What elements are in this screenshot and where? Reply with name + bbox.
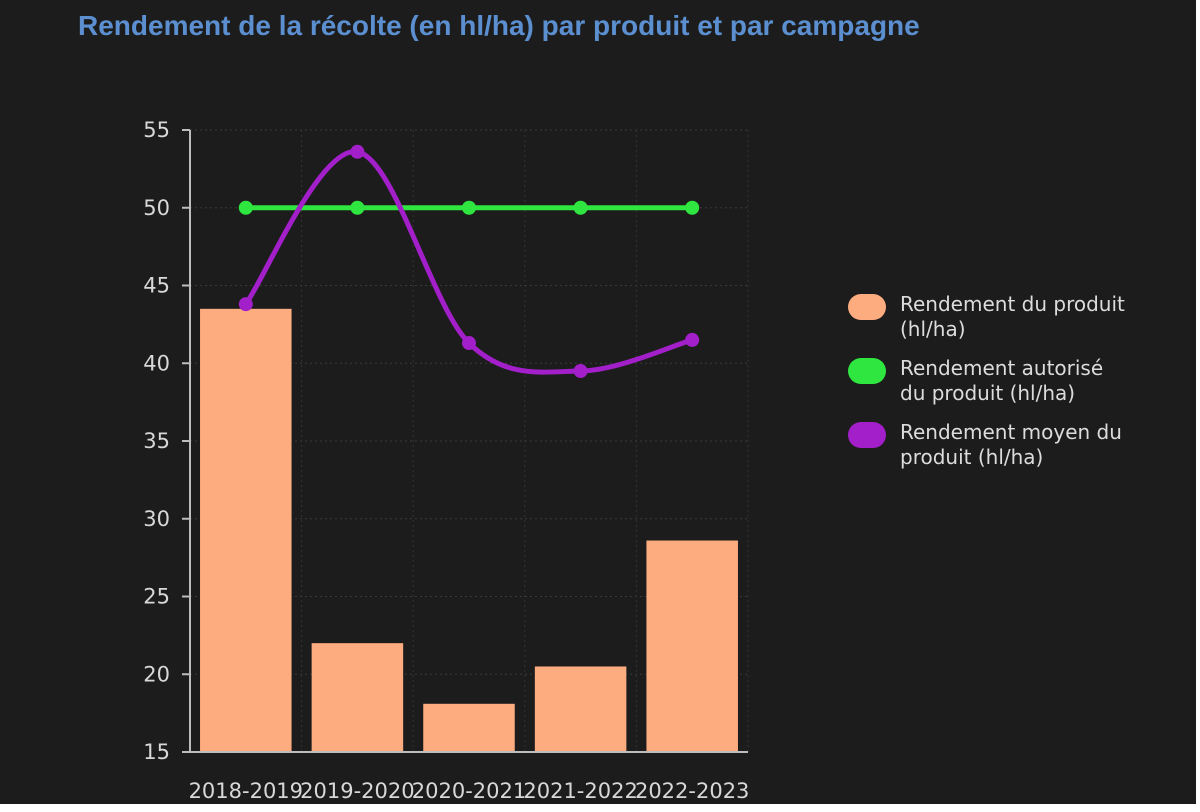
series-point [462, 200, 476, 215]
legend-label: Rendement moyen du produit (hl/ha) [900, 420, 1122, 469]
series-point [350, 200, 365, 215]
y-tick-label: 15 [143, 740, 170, 764]
series-point [350, 144, 365, 159]
x-tick-label: 2020-2021 [412, 779, 526, 803]
y-tick-label: 50 [143, 196, 170, 220]
bar-series [200, 308, 738, 752]
legend-label: Rendement autorisé du produit (hl/ha) [900, 356, 1104, 405]
series-point [462, 336, 476, 351]
series-point [685, 332, 700, 347]
x-tick-label: 2019-2020 [300, 779, 414, 803]
y-tick-label: 25 [143, 585, 170, 609]
y-tick-label: 20 [143, 662, 170, 686]
legend-marker [848, 358, 886, 384]
x-tick-label: 2022-2023 [635, 779, 749, 803]
legend-marker [848, 294, 886, 320]
chart-title: Rendement de la récolte (en hl/ha) par p… [78, 10, 920, 41]
bar [646, 540, 738, 752]
legend-label: Rendement du produit (hl/ha) [900, 292, 1125, 341]
x-tick-label: 2018-2019 [189, 779, 303, 803]
y-tick-label: 35 [143, 429, 170, 453]
legend-item: Rendement du produit (hl/ha) [848, 292, 1148, 342]
y-tick-label: 30 [143, 507, 170, 531]
bar [534, 666, 627, 752]
series-point [573, 200, 588, 215]
series-point [573, 364, 588, 379]
legend-item: Rendement autorisé du produit (hl/ha) [848, 356, 1148, 406]
line-series [238, 144, 700, 379]
y-tick-label: 40 [143, 351, 170, 375]
bar [200, 308, 292, 752]
y-tick-label: 55 [143, 118, 170, 142]
series-line [243, 149, 695, 375]
x-tick-label: 2021-2022 [523, 779, 637, 803]
series-point [238, 297, 253, 312]
axes: 15 20 25 30 35 40 45 50 55 2018-20192019-20202020… [143, 118, 749, 803]
y-tick-label: 45 [143, 274, 170, 298]
series-point [685, 200, 700, 215]
legend-item: Rendement moyen du produit (hl/ha) [848, 420, 1148, 470]
series-point [238, 200, 253, 215]
legend: Rendement du produit (hl/ha) Rendement au… [848, 292, 1148, 484]
bar [311, 643, 404, 752]
bar [423, 703, 515, 752]
legend-marker [848, 422, 886, 448]
